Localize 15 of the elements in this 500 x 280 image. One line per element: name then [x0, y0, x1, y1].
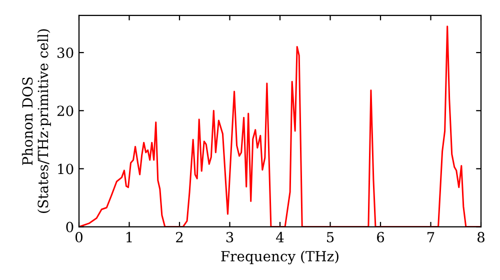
- y-tick-label: 30: [58, 48, 74, 58]
- x-tick-label: 4: [276, 232, 284, 242]
- x-axis-title: Frequency (THz): [221, 250, 338, 264]
- x-tick-label: 2: [176, 232, 183, 242]
- y-tick-label: 20: [57, 106, 74, 116]
- x-tick-label: 3: [226, 232, 234, 242]
- x-tick-label: 6: [377, 232, 384, 242]
- x-tick-label: 1: [126, 232, 132, 242]
- y-tick-label: 0: [66, 222, 74, 232]
- y-axis-title: Phonon DOS (States/THz·primitive cell): [22, 29, 51, 213]
- x-tick-label: 0: [75, 232, 82, 242]
- x-tick-label: 8: [478, 232, 484, 242]
- x-tick-label: 7: [428, 232, 434, 242]
- x-tick-label: 5: [327, 232, 334, 242]
- y-tick-label: 10: [58, 164, 74, 174]
